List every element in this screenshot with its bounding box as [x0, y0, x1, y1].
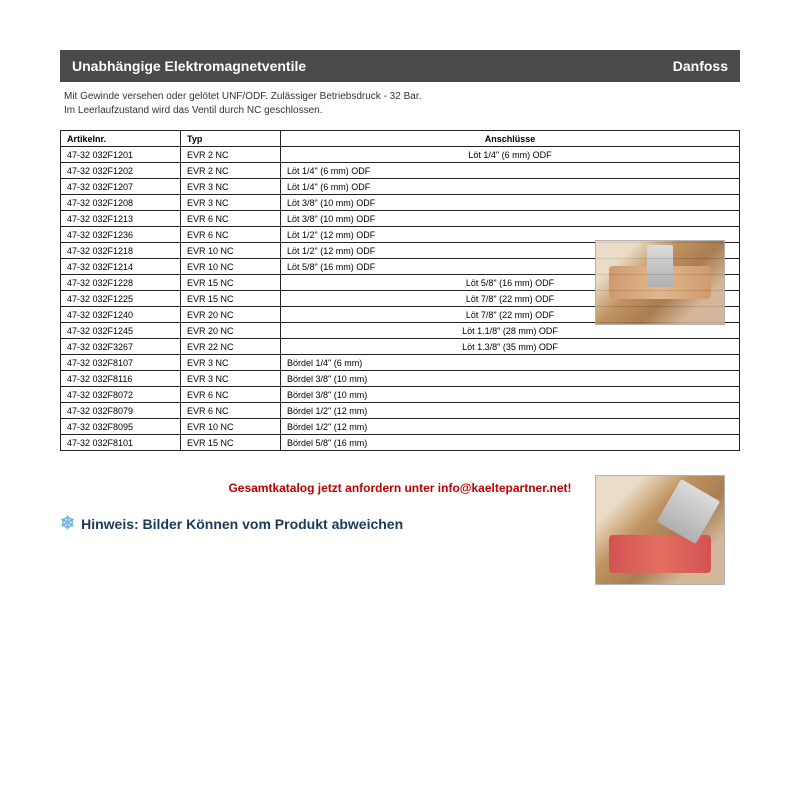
cell-article: 47-32 032F8101 [61, 435, 181, 451]
table-header-row: Artikelnr. Typ Anschlüsse [61, 131, 740, 147]
product-image-1 [595, 240, 725, 325]
description-line-2: Im Leerlaufzustand wird das Ventil durch… [64, 104, 736, 118]
table-row: 47-32 032F8116EVR 3 NCBördel 3/8" (10 mm… [61, 371, 740, 387]
col-article: Artikelnr. [61, 131, 181, 147]
table-row: 47-32 032F8095EVR 10 NCBördel 1/2" (12 m… [61, 419, 740, 435]
cell-type: EVR 6 NC [181, 387, 281, 403]
col-connections: Anschlüsse [281, 131, 740, 147]
cell-article: 47-32 032F3267 [61, 339, 181, 355]
cell-type: EVR 2 NC [181, 163, 281, 179]
cell-article: 47-32 032F1240 [61, 307, 181, 323]
cell-type: EVR 22 NC [181, 339, 281, 355]
cell-article: 47-32 032F1236 [61, 227, 181, 243]
cell-type: EVR 2 NC [181, 147, 281, 163]
table-row: 47-32 032F8107EVR 3 NCBördel 1/4" (6 mm) [61, 355, 740, 371]
cell-type: EVR 6 NC [181, 211, 281, 227]
table-row: 47-32 032F1201EVR 2 NCLöt 1/4" (6 mm) OD… [61, 147, 740, 163]
cell-type: EVR 10 NC [181, 243, 281, 259]
cell-connection: Bördel 1/2" (12 mm) [281, 403, 740, 419]
cell-connection: Löt 1/4" (6 mm) ODF [281, 179, 740, 195]
cell-connection: Bördel 5/8" (16 mm) [281, 435, 740, 451]
cell-type: EVR 20 NC [181, 307, 281, 323]
cell-type: EVR 3 NC [181, 179, 281, 195]
cell-article: 47-32 032F1208 [61, 195, 181, 211]
cell-connection: Bördel 3/8" (10 mm) [281, 387, 740, 403]
cell-article: 47-32 032F8107 [61, 355, 181, 371]
cell-article: 47-32 032F8079 [61, 403, 181, 419]
snowflake-icon: ❄ [60, 513, 75, 534]
cell-type: EVR 6 NC [181, 403, 281, 419]
cell-article: 47-32 032F1207 [61, 179, 181, 195]
cell-article: 47-32 032F1214 [61, 259, 181, 275]
cell-article: 47-32 032F1218 [61, 243, 181, 259]
cell-connection: Löt 1/4" (6 mm) ODF [281, 147, 740, 163]
cell-connection: Löt 1/4" (6 mm) ODF [281, 163, 740, 179]
header-bar: Unabhängige Elektromagnetventile Danfoss [60, 50, 740, 82]
cell-type: EVR 3 NC [181, 195, 281, 211]
description-block: Mit Gewinde versehen oder gelötet UNF/OD… [60, 82, 740, 130]
cell-type: EVR 20 NC [181, 323, 281, 339]
table-row: 47-32 032F1207EVR 3 NCLöt 1/4" (6 mm) OD… [61, 179, 740, 195]
cell-article: 47-32 032F1213 [61, 211, 181, 227]
cell-type: EVR 3 NC [181, 355, 281, 371]
table-row: 47-32 032F8072EVR 6 NCBördel 3/8" (10 mm… [61, 387, 740, 403]
cell-type: EVR 10 NC [181, 419, 281, 435]
cell-connection: Löt 3/8" (10 mm) ODF [281, 211, 740, 227]
product-image-2 [595, 475, 725, 585]
cell-article: 47-32 032F8116 [61, 371, 181, 387]
table-row: 47-32 032F1213EVR 6 NCLöt 3/8" (10 mm) O… [61, 211, 740, 227]
cell-article: 47-32 032F8072 [61, 387, 181, 403]
cell-connection: Bördel 1/4" (6 mm) [281, 355, 740, 371]
brand-label: Danfoss [673, 58, 728, 74]
table-row: 47-32 032F8101EVR 15 NCBördel 5/8" (16 m… [61, 435, 740, 451]
cell-type: EVR 15 NC [181, 275, 281, 291]
table-row: 47-32 032F1208EVR 3 NCLöt 3/8" (10 mm) O… [61, 195, 740, 211]
cell-type: EVR 15 NC [181, 291, 281, 307]
page-title: Unabhängige Elektromagnetventile [72, 58, 306, 74]
notice-text: Hinweis: Bilder Können vom Produkt abwei… [81, 516, 403, 532]
cell-connection: Bördel 1/2" (12 mm) [281, 419, 740, 435]
cell-article: 47-32 032F1202 [61, 163, 181, 179]
cell-connection: Bördel 3/8" (10 mm) [281, 371, 740, 387]
cell-article: 47-32 032F1228 [61, 275, 181, 291]
table-row: 47-32 032F3267EVR 22 NCLöt 1.3/8" (35 mm… [61, 339, 740, 355]
cell-article: 47-32 032F1201 [61, 147, 181, 163]
table-row: 47-32 032F8079EVR 6 NCBördel 1/2" (12 mm… [61, 403, 740, 419]
description-line-1: Mit Gewinde versehen oder gelötet UNF/OD… [64, 90, 736, 104]
col-type: Typ [181, 131, 281, 147]
cell-article: 47-32 032F1225 [61, 291, 181, 307]
cell-type: EVR 3 NC [181, 371, 281, 387]
cell-article: 47-32 032F1245 [61, 323, 181, 339]
cell-connection: Löt 3/8" (10 mm) ODF [281, 195, 740, 211]
table-row: 47-32 032F1202EVR 2 NCLöt 1/4" (6 mm) OD… [61, 163, 740, 179]
cell-type: EVR 15 NC [181, 435, 281, 451]
cell-article: 47-32 032F8095 [61, 419, 181, 435]
cell-connection: Löt 1.3/8" (35 mm) ODF [281, 339, 740, 355]
cell-type: EVR 10 NC [181, 259, 281, 275]
cell-type: EVR 6 NC [181, 227, 281, 243]
